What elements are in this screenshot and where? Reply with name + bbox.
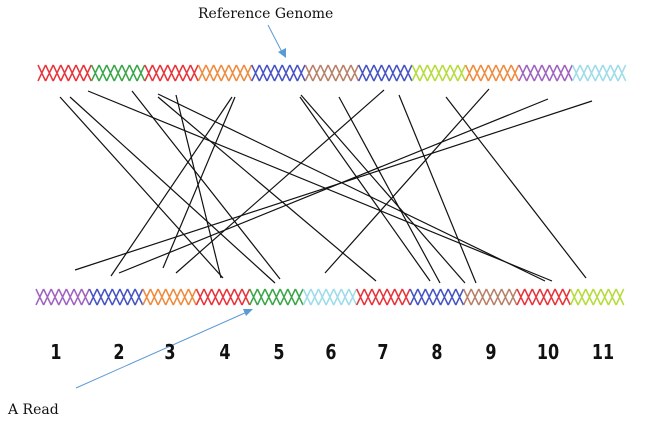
read-strand bbox=[35, 288, 625, 306]
reference-segment-10 bbox=[518, 64, 573, 82]
mapping-line-11 bbox=[175, 89, 385, 274]
segment-number-8: 8 bbox=[431, 340, 443, 364]
reference-segment-5 bbox=[251, 64, 306, 82]
segment-number-5: 5 bbox=[273, 340, 285, 364]
segment-number-1: 1 bbox=[50, 340, 62, 364]
read-segment-6 bbox=[302, 288, 358, 306]
segment-number-4: 4 bbox=[219, 340, 231, 364]
mapping-line-18 bbox=[299, 96, 431, 282]
reference-segment-1 bbox=[37, 64, 92, 82]
segment-number-9: 9 bbox=[485, 340, 497, 364]
label-pointers bbox=[75, 24, 286, 389]
mapping-lines bbox=[59, 88, 593, 284]
read-segment-8 bbox=[409, 288, 465, 306]
reference-segment-4 bbox=[197, 64, 253, 82]
segment-number-11: 11 bbox=[591, 340, 615, 364]
read-segment-2 bbox=[88, 288, 144, 306]
segment-number-3: 3 bbox=[164, 340, 176, 364]
mapping-line-9 bbox=[300, 94, 466, 284]
mapping-line-4 bbox=[131, 90, 281, 280]
segment-number-7: 7 bbox=[377, 340, 389, 364]
reference-pointer-arrowhead bbox=[278, 48, 286, 58]
mapping-line-13 bbox=[445, 96, 587, 279]
mapping-line-7 bbox=[162, 96, 236, 269]
read-segment-10 bbox=[516, 288, 571, 306]
segment-number-2: 2 bbox=[113, 340, 125, 364]
mapping-line-6 bbox=[175, 94, 222, 279]
mapping-line-5 bbox=[157, 93, 546, 282]
mapping-line-3 bbox=[87, 90, 553, 282]
read-pointer-arrowhead bbox=[243, 309, 253, 316]
reference-segment-6 bbox=[304, 64, 360, 82]
mapping-line-2 bbox=[69, 96, 276, 284]
reference-segment-7 bbox=[358, 64, 413, 82]
read-segment-9 bbox=[462, 288, 518, 306]
read-pointer-line bbox=[75, 311, 248, 389]
mapping-line-16 bbox=[74, 100, 593, 271]
read-segment-1 bbox=[35, 288, 90, 306]
read-segment-11 bbox=[569, 288, 625, 306]
mapping-line-14 bbox=[324, 88, 490, 274]
reference-genome-strand bbox=[37, 64, 627, 82]
reference-segment-2 bbox=[90, 64, 146, 82]
read-segment-4 bbox=[195, 288, 251, 306]
read-segment-7 bbox=[356, 288, 411, 306]
mapping-line-12 bbox=[398, 94, 477, 284]
mapping-line-10 bbox=[338, 96, 441, 284]
reference-segment-11 bbox=[571, 64, 627, 82]
read-segment-5 bbox=[249, 288, 304, 306]
mapping-line-8 bbox=[110, 96, 233, 277]
read-segment-3 bbox=[142, 288, 197, 306]
reference-segment-9 bbox=[464, 64, 520, 82]
mapping-line-17 bbox=[157, 96, 377, 282]
segment-number-6: 6 bbox=[325, 340, 337, 364]
reference-genome-label: Reference Genome bbox=[198, 6, 334, 22]
reference-segment-3 bbox=[144, 64, 199, 82]
mapping-line-1 bbox=[59, 96, 224, 279]
reference-segment-8 bbox=[411, 64, 467, 82]
segment-number-10: 10 bbox=[536, 340, 560, 364]
reference-pointer-line bbox=[267, 24, 284, 55]
read-label: A Read bbox=[8, 402, 59, 418]
